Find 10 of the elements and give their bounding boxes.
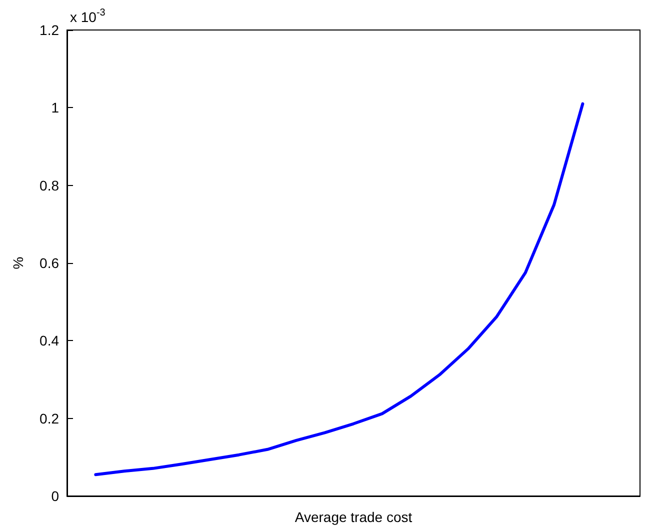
y-tick-label: 1.2 xyxy=(40,22,60,38)
y-tick-label: 0.8 xyxy=(40,177,60,194)
y-tick-label: 0 xyxy=(51,488,60,504)
y-axis-title: % xyxy=(10,256,26,270)
y-tick-label: 1 xyxy=(51,100,60,116)
line-series xyxy=(94,102,584,476)
y-tick-label: 0.6 xyxy=(40,255,60,271)
x-axis-title: Average trade cost xyxy=(294,509,412,525)
y-tick-label: 0.2 xyxy=(40,410,60,426)
y-tick-label: 0.4 xyxy=(40,332,60,349)
